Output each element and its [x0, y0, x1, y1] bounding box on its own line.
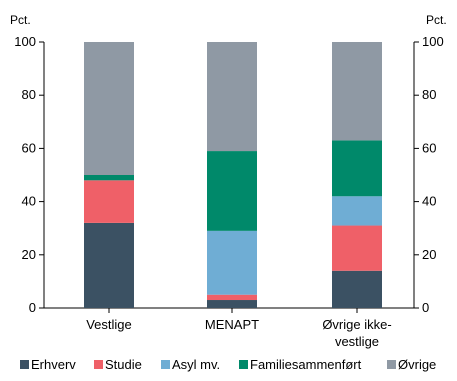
- y-tick-label-left: 60: [22, 140, 36, 155]
- y-tick-label-left: 0: [29, 300, 36, 315]
- x-tick-label: vestlige: [335, 334, 379, 349]
- legend-swatch: [239, 360, 248, 369]
- bar-segment: [207, 300, 257, 308]
- bar-segment: [332, 42, 382, 141]
- legend-swatch: [387, 360, 396, 369]
- legend-label: Asyl mv.: [172, 357, 220, 372]
- bar-segment: [332, 225, 382, 271]
- legend-label: Familiesammenført: [250, 357, 362, 372]
- x-tick-label: MENAPT: [205, 317, 259, 332]
- y-tick-label-right: 80: [422, 87, 436, 102]
- axes: Pct. Pct. 0 0 20 20 40 40 60 60 80 80 100 100: [10, 13, 447, 315]
- y-tick-label-right: 60: [422, 140, 436, 155]
- x-tick-label: Vestlige: [86, 317, 132, 332]
- legend: Erhverv Studie Asyl mv. Familiesammenført Øv…: [20, 357, 436, 372]
- x-axis-labels: Vestlige MENAPT Øvrige ikke-vestlige: [86, 308, 392, 349]
- bar-segment: [84, 222, 134, 308]
- y-tick-label-right: 0: [422, 300, 429, 315]
- y-tick-label-left: 100: [14, 34, 36, 49]
- bar-segment: [332, 140, 382, 197]
- legend-swatch: [20, 360, 29, 369]
- bars: [84, 42, 382, 308]
- legend-label: Øvrige: [398, 357, 436, 372]
- bar-segment: [84, 175, 134, 181]
- bar-segment: [84, 42, 134, 175]
- y-tick-label-right: 20: [422, 247, 436, 262]
- bar-segment: [332, 196, 382, 226]
- bar-segment: [207, 294, 257, 301]
- legend-swatch: [161, 360, 170, 369]
- y-tick-label-right: 40: [422, 194, 436, 209]
- legend-label: Studie: [105, 357, 142, 372]
- legend-label: Erhverv: [31, 357, 76, 372]
- y-unit-left: Pct.: [10, 13, 31, 27]
- y-tick-label-left: 20: [22, 247, 36, 262]
- bar-segment: [332, 270, 382, 308]
- bar-segment: [207, 230, 257, 295]
- x-tick-label: Øvrige ikke-: [322, 317, 391, 332]
- bar-segment: [207, 151, 257, 231]
- y-tick-label-left: 40: [22, 194, 36, 209]
- y-tick-label-left: 80: [22, 87, 36, 102]
- legend-swatch: [94, 360, 103, 369]
- bar-segment: [207, 42, 257, 152]
- bar-segment: [84, 180, 134, 223]
- y-unit-right: Pct.: [426, 13, 447, 27]
- y-tick-label-right: 100: [422, 34, 444, 49]
